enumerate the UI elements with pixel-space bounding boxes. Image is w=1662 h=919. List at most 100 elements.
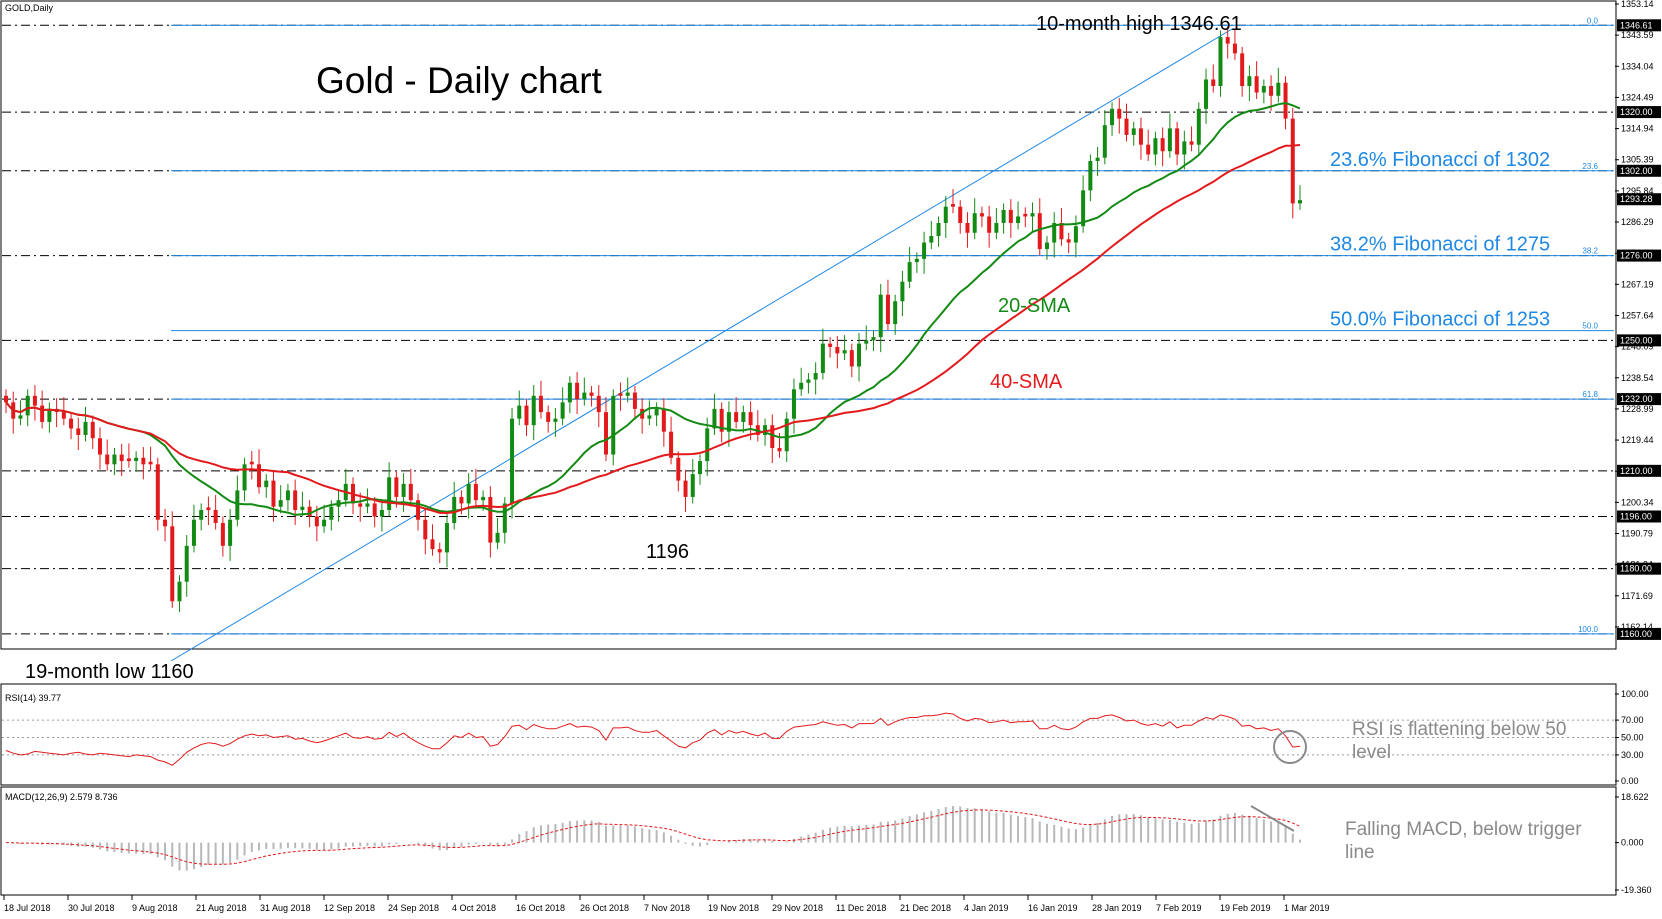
price-tick-label: 1305.39 xyxy=(1621,155,1654,165)
candle-body xyxy=(647,415,652,419)
candle-body xyxy=(835,346,840,354)
rsi-tick-label: 70.00 xyxy=(1621,715,1644,725)
candle-body xyxy=(1052,222,1057,243)
candle-body xyxy=(119,454,124,462)
candle-body xyxy=(929,236,934,243)
candle-body xyxy=(936,222,941,237)
candle-body xyxy=(206,507,211,510)
candle-body xyxy=(32,395,37,406)
macd-signal-line xyxy=(5,809,1301,865)
candle-body xyxy=(907,262,912,282)
candle-body xyxy=(1196,108,1201,145)
candle-body xyxy=(654,408,659,416)
candle-body xyxy=(488,496,493,543)
candle-body xyxy=(228,519,233,546)
fibonacci-levels: 0.0 23.6 23.6% Fibonacci of 1302 38.2 38.2% … xyxy=(171,16,1614,635)
candle-body xyxy=(155,464,160,520)
candle-body xyxy=(466,483,471,504)
rsi-panel-frame xyxy=(0,683,1617,786)
candle-body xyxy=(661,408,666,432)
candle-body xyxy=(741,412,746,422)
trend-line xyxy=(170,28,1233,662)
candle-body xyxy=(112,454,117,465)
rsi-annotation: RSI is flattening below 50 level xyxy=(1352,719,1566,763)
date-tick-label: 11 Dec 2018 xyxy=(836,903,886,913)
rsi-axis: 100.00 70.00 50.00 30.00 0.00 xyxy=(1615,689,1649,786)
date-tick-label: 28 Jan 2019 xyxy=(1092,903,1142,913)
fibonacci-label: 50.0% Fibonacci of 1253 xyxy=(1330,309,1550,331)
date-tick-label: 30 Jul 2018 xyxy=(68,903,115,913)
candle-body xyxy=(828,343,833,347)
rsi-panel: RSI(14) 39.77 RSI is flattening below 50… xyxy=(0,683,1649,786)
sma20-line xyxy=(5,101,1301,516)
candle-body xyxy=(459,496,464,504)
candle-body xyxy=(1167,128,1172,152)
macd-tick-label: 0.000 xyxy=(1621,838,1644,848)
candle-body xyxy=(134,457,139,462)
price-level-box xyxy=(1617,627,1661,640)
candle-body xyxy=(1160,138,1165,152)
candle-body xyxy=(893,301,898,325)
candle-body xyxy=(669,431,674,458)
candle-body xyxy=(531,395,536,426)
candle-body xyxy=(1232,43,1237,54)
candle-body xyxy=(437,549,442,553)
price-level-label: 1276.00 xyxy=(1620,251,1653,261)
candle-body xyxy=(90,421,95,439)
candle-body xyxy=(582,392,587,400)
rsi-label: RSI(14) 39.77 xyxy=(5,693,61,703)
macd-tick-label: 18.622 xyxy=(1621,792,1649,802)
candle-body xyxy=(394,477,399,497)
candle-body xyxy=(220,523,225,546)
candle-body xyxy=(358,503,363,507)
date-tick-label: 4 Jan 2019 xyxy=(964,903,1009,913)
fibonacci-tag: 23.6 xyxy=(1582,162,1598,171)
candle-body xyxy=(1211,79,1216,86)
price-panel-frame xyxy=(0,0,1617,650)
price-tick-label: 1190.79 xyxy=(1621,528,1653,538)
candle-body xyxy=(712,408,717,429)
price-tick-label: 1286.29 xyxy=(1621,217,1654,227)
candle-body xyxy=(1102,125,1107,158)
candle-body xyxy=(199,509,204,520)
candle-body xyxy=(885,294,890,325)
date-tick-label: 16 Jan 2019 xyxy=(1028,903,1078,913)
candle-body xyxy=(900,281,905,302)
date-tick-label: 12 Sep 2018 xyxy=(324,903,375,913)
candle-body xyxy=(408,483,413,501)
candle-body xyxy=(278,500,283,507)
candle-body xyxy=(184,545,189,582)
candle-body xyxy=(423,519,428,540)
candle-body xyxy=(1153,138,1158,155)
candle-body xyxy=(264,480,269,488)
candle-body xyxy=(1290,118,1295,204)
date-tick-label: 16 Oct 2018 xyxy=(516,903,565,913)
candle-body xyxy=(705,428,710,462)
candle-body xyxy=(748,412,753,426)
fibonacci-tag: 38.2 xyxy=(1582,247,1598,256)
candle-body xyxy=(502,503,507,533)
candle-body xyxy=(770,425,775,449)
annotation-line: level xyxy=(1352,742,1391,763)
candle-body xyxy=(943,206,948,223)
candle-body xyxy=(857,343,862,367)
candle-body xyxy=(18,415,23,419)
candle-body xyxy=(994,222,999,233)
fibonacci-tag: 100.0 xyxy=(1578,625,1599,634)
price-level-label: 1180.00 xyxy=(1620,564,1652,574)
candle-body xyxy=(763,425,768,435)
candle-body xyxy=(987,216,992,233)
candle-body xyxy=(416,500,421,520)
price-tick-label: 1324.49 xyxy=(1621,92,1654,102)
candle-body xyxy=(69,418,74,429)
candle-body xyxy=(553,418,558,422)
candle-body xyxy=(481,496,486,501)
date-tick-label: 21 Dec 2018 xyxy=(900,903,951,913)
price-level-box xyxy=(1617,164,1661,177)
candle-body xyxy=(849,350,854,367)
candle-body xyxy=(170,526,175,602)
macd-falling-arrow xyxy=(1250,805,1295,832)
annotation-line: line xyxy=(1345,842,1375,863)
price-tick-label: 1200.34 xyxy=(1621,497,1654,507)
price-level-label: 1320.00 xyxy=(1620,107,1653,117)
